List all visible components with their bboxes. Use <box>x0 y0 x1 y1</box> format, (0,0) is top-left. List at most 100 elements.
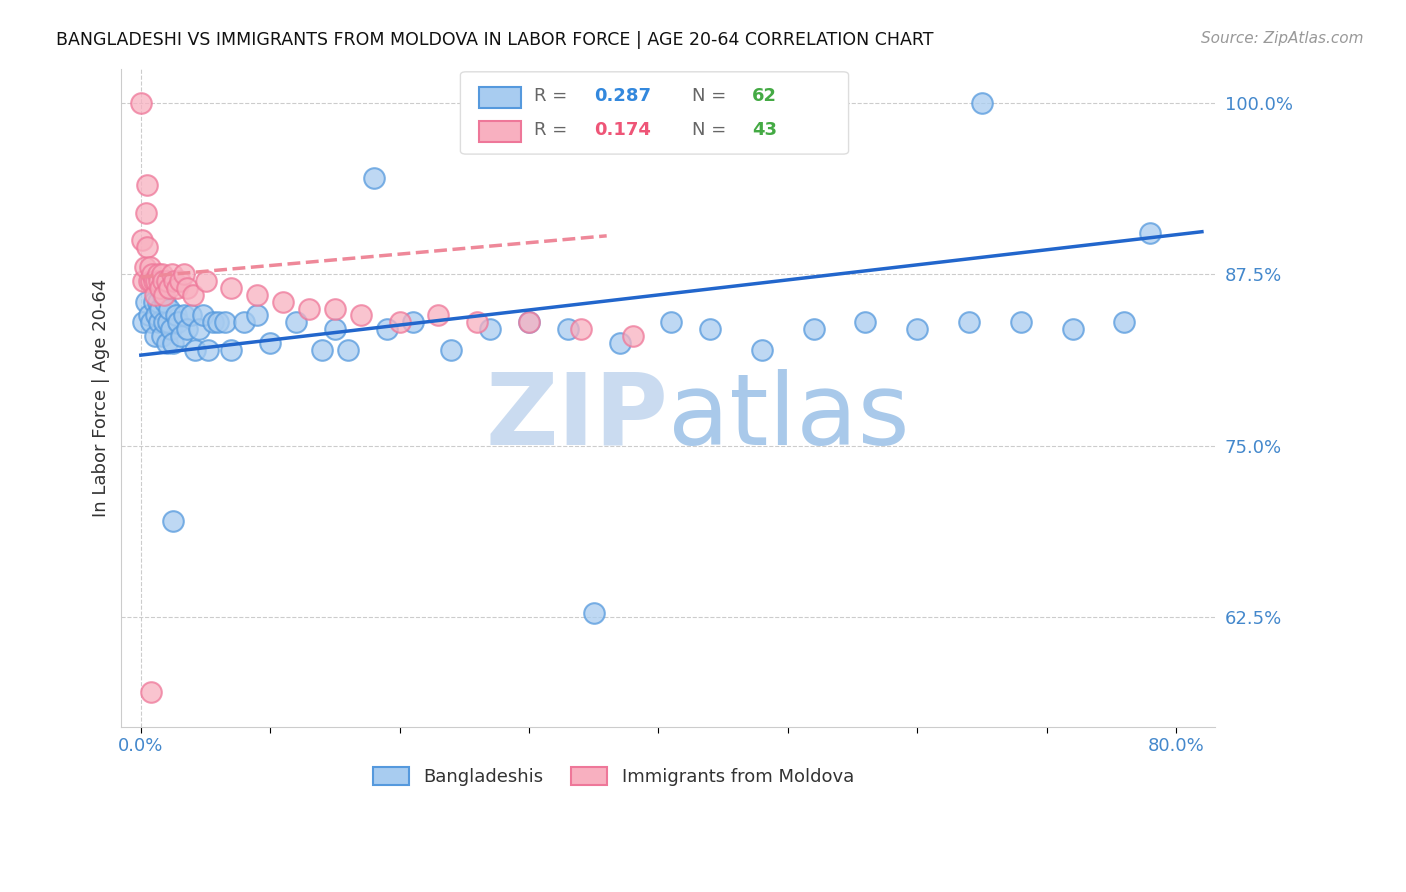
Point <box>176 322 198 336</box>
Point <box>150 267 173 281</box>
Point <box>176 281 198 295</box>
Text: BANGLADESHI VS IMMIGRANTS FROM MOLDOVA IN LABOR FORCE | AGE 20-64 CORRELATION CH: BANGLADESHI VS IMMIGRANTS FROM MOLDOVA I… <box>56 31 934 49</box>
Point <box>160 267 183 281</box>
Point <box>166 281 188 295</box>
Point <box>141 685 163 699</box>
Point <box>173 309 195 323</box>
Point <box>1010 315 1032 329</box>
Point <box>285 315 308 329</box>
Point <box>143 329 166 343</box>
Point <box>162 514 184 528</box>
Point <box>246 309 269 323</box>
Point <box>152 274 174 288</box>
Point <box>146 267 169 281</box>
Text: 43: 43 <box>752 120 778 138</box>
Point <box>145 274 167 288</box>
Point <box>363 171 385 186</box>
Point <box>401 315 423 329</box>
Point <box>141 315 163 329</box>
Bar <box>479 120 520 142</box>
Point <box>131 233 153 247</box>
Point <box>134 260 156 275</box>
Point <box>855 315 877 329</box>
Point <box>157 281 180 295</box>
Text: R =: R = <box>534 87 572 104</box>
Text: N =: N = <box>692 120 733 138</box>
Point <box>221 281 243 295</box>
Point <box>271 294 294 309</box>
Y-axis label: In Labor Force | Age 20-64: In Labor Force | Age 20-64 <box>93 278 110 516</box>
Point <box>298 301 321 316</box>
Point <box>323 301 346 316</box>
Point <box>148 274 170 288</box>
Point <box>152 287 174 301</box>
Point <box>970 95 993 110</box>
Point <box>173 267 195 281</box>
Point <box>1139 226 1161 240</box>
Point <box>207 315 229 329</box>
Point <box>169 274 191 288</box>
Point <box>202 315 225 329</box>
Point <box>350 309 373 323</box>
FancyBboxPatch shape <box>460 72 849 154</box>
Text: N =: N = <box>692 87 733 104</box>
Point <box>427 309 450 323</box>
Point <box>146 294 169 309</box>
Point <box>132 315 155 329</box>
Point <box>957 315 980 329</box>
Point <box>214 315 236 329</box>
Point <box>311 343 333 357</box>
Legend: Bangladeshis, Immigrants from Moldova: Bangladeshis, Immigrants from Moldova <box>366 760 860 793</box>
Point <box>557 322 579 336</box>
Text: Source: ZipAtlas.com: Source: ZipAtlas.com <box>1201 31 1364 46</box>
Point <box>135 205 157 219</box>
Text: ZIP: ZIP <box>485 369 668 466</box>
Point <box>141 267 163 281</box>
Point <box>145 309 167 323</box>
Point <box>188 322 211 336</box>
Point <box>905 322 928 336</box>
Point <box>803 322 825 336</box>
Point <box>132 274 155 288</box>
Text: R =: R = <box>534 120 572 138</box>
Bar <box>479 87 520 108</box>
Point <box>157 315 180 329</box>
Point <box>246 287 269 301</box>
Point <box>138 274 160 288</box>
Point <box>323 322 346 336</box>
Point <box>699 322 721 336</box>
Point <box>162 335 184 350</box>
Point <box>621 329 644 343</box>
Point <box>153 315 176 329</box>
Point <box>156 274 179 288</box>
Point <box>148 315 170 329</box>
Point <box>163 274 186 288</box>
Point <box>142 294 165 309</box>
Point <box>609 335 631 350</box>
Point <box>440 343 463 357</box>
Point <box>136 178 159 192</box>
Point <box>479 322 502 336</box>
Point <box>149 301 172 316</box>
Point <box>181 287 204 301</box>
Point <box>221 343 243 357</box>
Point <box>388 315 411 329</box>
Point <box>159 322 181 336</box>
Text: 0.287: 0.287 <box>593 87 651 104</box>
Point <box>517 315 540 329</box>
Point <box>1114 315 1136 329</box>
Point <box>751 343 773 357</box>
Point <box>150 329 173 343</box>
Point <box>465 315 488 329</box>
Point <box>569 322 592 336</box>
Text: 62: 62 <box>752 87 778 104</box>
Point <box>184 343 207 357</box>
Point <box>191 309 214 323</box>
Point <box>233 315 256 329</box>
Point <box>517 315 540 329</box>
Point <box>138 309 160 323</box>
Point <box>259 335 281 350</box>
Point <box>155 294 177 309</box>
Point <box>153 287 176 301</box>
Point <box>136 240 159 254</box>
